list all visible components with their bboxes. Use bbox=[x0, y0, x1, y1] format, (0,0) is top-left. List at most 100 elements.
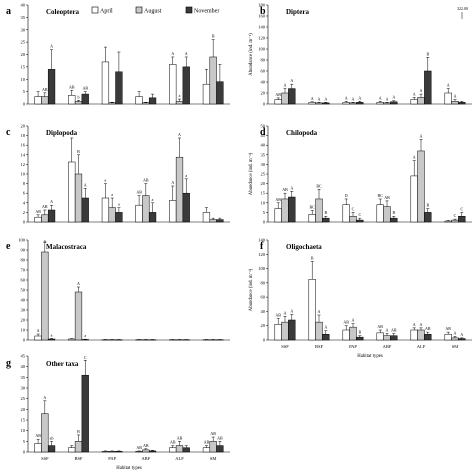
y-tick-label: 25 bbox=[21, 396, 26, 401]
bar-alf-november bbox=[182, 192, 190, 223]
significance-label: AB bbox=[275, 197, 281, 202]
bar-bsf-april bbox=[68, 95, 76, 105]
bar-sm-november bbox=[458, 215, 466, 223]
significance-label: A bbox=[392, 95, 395, 100]
significance-label: A bbox=[454, 330, 457, 335]
significance-label: A bbox=[290, 308, 293, 313]
significance-label: AB bbox=[136, 190, 142, 195]
panel-e: e Malacostraca 0 10 20 30 40 50 60 70 80 90 100 A Aa Aa bbox=[6, 238, 230, 343]
y-tick-label: 15 bbox=[21, 418, 26, 423]
bar-alf-november bbox=[182, 447, 190, 453]
bar-bsf-april bbox=[68, 338, 76, 341]
y-axis-label: Abundance (ind. m⁻²) bbox=[248, 152, 254, 195]
y-tick-label: 5 bbox=[23, 439, 26, 444]
bar-pap-august bbox=[349, 102, 357, 105]
panel-letter: a bbox=[6, 6, 11, 17]
significance-label: A bbox=[43, 395, 46, 400]
significance-label: A bbox=[290, 78, 293, 83]
y-tick-label: 120 bbox=[258, 36, 266, 41]
bar-bsf-august bbox=[315, 102, 323, 105]
significance-label: a bbox=[111, 192, 113, 197]
bar-sm-august bbox=[451, 219, 459, 223]
bar-alf-april bbox=[169, 200, 177, 223]
y-tick-label: 0 bbox=[23, 220, 26, 225]
significance-label: A bbox=[420, 322, 423, 327]
y-tick-label: 40 bbox=[21, 298, 26, 303]
bar-sm-august bbox=[451, 337, 459, 341]
bar-pap-november bbox=[115, 71, 123, 105]
significance-label: AB bbox=[35, 433, 41, 438]
bar-ssf-november bbox=[47, 209, 56, 223]
bar-pap-november bbox=[356, 336, 364, 341]
bar-alf-august bbox=[417, 329, 425, 341]
significance-label: ab bbox=[50, 435, 54, 440]
panel-letter: f bbox=[260, 241, 264, 252]
y-tick-label: 40 bbox=[261, 143, 266, 148]
y-tick-label: 180 bbox=[258, 3, 266, 8]
significance-label: D bbox=[345, 193, 348, 198]
bar-abf-august bbox=[142, 102, 150, 105]
significance-label: AB bbox=[217, 435, 223, 440]
bar-alf-august bbox=[417, 97, 425, 105]
bar-sm-april bbox=[444, 220, 452, 223]
significance-label: a bbox=[84, 333, 86, 338]
significance-label: A bbox=[84, 182, 87, 187]
significance-label: A bbox=[345, 95, 348, 100]
significance-label: A bbox=[386, 96, 389, 101]
bar-abf-november bbox=[390, 217, 398, 223]
bar-pap-august bbox=[108, 451, 116, 453]
y-axis-label: Abundance (ind. m⁻²) bbox=[248, 268, 254, 311]
y-tick-label: 20 bbox=[261, 181, 266, 186]
significance-label: A bbox=[413, 91, 416, 96]
significance-label: A bbox=[185, 51, 188, 56]
legend-swatch-august bbox=[135, 6, 143, 14]
significance-label: AB bbox=[42, 87, 48, 92]
panel-c: c Diplopoda02468101214161820ABABABAaaaABA… bbox=[6, 124, 230, 225]
y-tick-label: 50 bbox=[261, 124, 266, 129]
bar-ssf-august bbox=[281, 321, 289, 341]
significance-label: A bbox=[420, 133, 423, 138]
y-tick-label: 40 bbox=[261, 309, 266, 314]
y-tick-label: 100 bbox=[258, 266, 266, 271]
significance-label: A bbox=[358, 95, 361, 100]
y-tick-label: 0 bbox=[23, 450, 26, 455]
y-tick-label: 60 bbox=[261, 295, 266, 300]
bar-bsf-august bbox=[74, 101, 83, 105]
bar-alf-november bbox=[424, 334, 432, 341]
bar-pap-april bbox=[342, 102, 350, 105]
bar-ssf-april bbox=[34, 335, 42, 341]
y-tick-label: 20 bbox=[261, 91, 266, 96]
panel-title: Malacostraca bbox=[46, 243, 87, 251]
x-tick-label: ABF bbox=[383, 344, 392, 349]
significance-label: A bbox=[352, 96, 355, 101]
significance-label: A bbox=[379, 95, 382, 100]
bar-pap-april bbox=[101, 451, 110, 453]
legend-label: April bbox=[100, 9, 113, 15]
panel-title: Coleoptera bbox=[46, 8, 80, 16]
y-tick-label: 12 bbox=[21, 162, 26, 167]
bar-sm-april bbox=[444, 92, 452, 105]
bar-abf-november bbox=[390, 101, 398, 105]
offscale-value-note: 322.00 bbox=[457, 6, 468, 11]
significance-label: C bbox=[454, 213, 457, 218]
bar-abf-april bbox=[135, 451, 143, 453]
bar-ssf-november bbox=[288, 88, 296, 105]
bar-bsf-april bbox=[68, 447, 76, 453]
significance-label: A bbox=[413, 155, 416, 160]
bar-alf-april bbox=[410, 99, 418, 105]
y-tick-label: 100 bbox=[258, 47, 266, 52]
y-tick-label: 25 bbox=[21, 40, 26, 45]
y-tick-label: 120 bbox=[258, 252, 266, 257]
bar-ssf-august bbox=[41, 96, 49, 105]
significance-label: AB bbox=[282, 187, 288, 192]
significance-label: A bbox=[454, 94, 457, 99]
bar-abf-april bbox=[135, 96, 143, 105]
panel-b: b Diptera 0 20 40 60 80 100 120 140 160 180 Abundanc… bbox=[248, 3, 472, 107]
y-tick-label: 30 bbox=[21, 386, 26, 391]
bar-pap-november bbox=[115, 451, 123, 453]
panel-title: Diptera bbox=[286, 8, 309, 16]
x-tick-label: SSF bbox=[281, 344, 289, 349]
bar-sm-april bbox=[202, 212, 211, 223]
bar-sm-november bbox=[216, 81, 224, 105]
